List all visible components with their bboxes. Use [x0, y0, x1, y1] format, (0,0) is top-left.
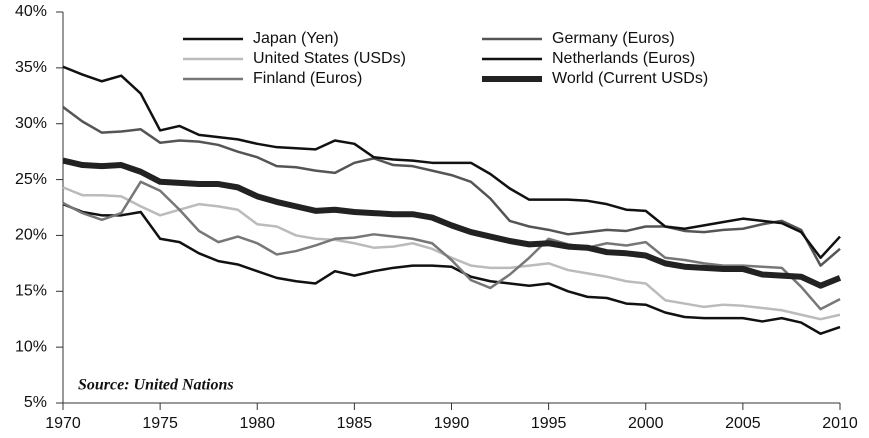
series-line: [62, 202, 841, 335]
y-tick-label: 25%: [15, 171, 47, 188]
legend-label: World (Current USDs): [552, 70, 708, 87]
legend-label: Netherlands (Euros): [552, 50, 695, 67]
annotation: Source: United Nations: [78, 377, 234, 394]
x-tick-label: 1995: [531, 415, 567, 432]
legend-label: Finland (Euros): [253, 70, 362, 87]
y-tick-label: 15%: [15, 283, 47, 300]
legend-label: United States (USDs): [253, 50, 406, 67]
legend-label: Japan (Yen): [253, 30, 339, 47]
y-tick-label: 10%: [15, 338, 47, 355]
x-tick-label: 2010: [822, 415, 858, 432]
x-tick-label: 1985: [337, 415, 373, 432]
x-tick-label: 2000: [628, 415, 664, 432]
y-tick-label: 35%: [15, 59, 47, 76]
y-tick-label: 5%: [24, 394, 47, 411]
x-tick-label: 1990: [434, 415, 470, 432]
x-tick-label: 2005: [725, 415, 761, 432]
legend-label: Germany (Euros): [552, 30, 675, 47]
y-tick-label: 20%: [15, 227, 47, 244]
y-tick-label: 40%: [15, 3, 47, 20]
x-tick-label: 1980: [239, 415, 275, 432]
y-tick-label: 30%: [15, 115, 47, 132]
series-line: [62, 186, 841, 321]
series-line: [62, 157, 842, 289]
x-tick-label: 1970: [45, 415, 81, 432]
series-line: [62, 65, 841, 260]
series-line: [62, 105, 841, 267]
x-tick-label: 1975: [142, 415, 178, 432]
series-line: [62, 180, 841, 311]
